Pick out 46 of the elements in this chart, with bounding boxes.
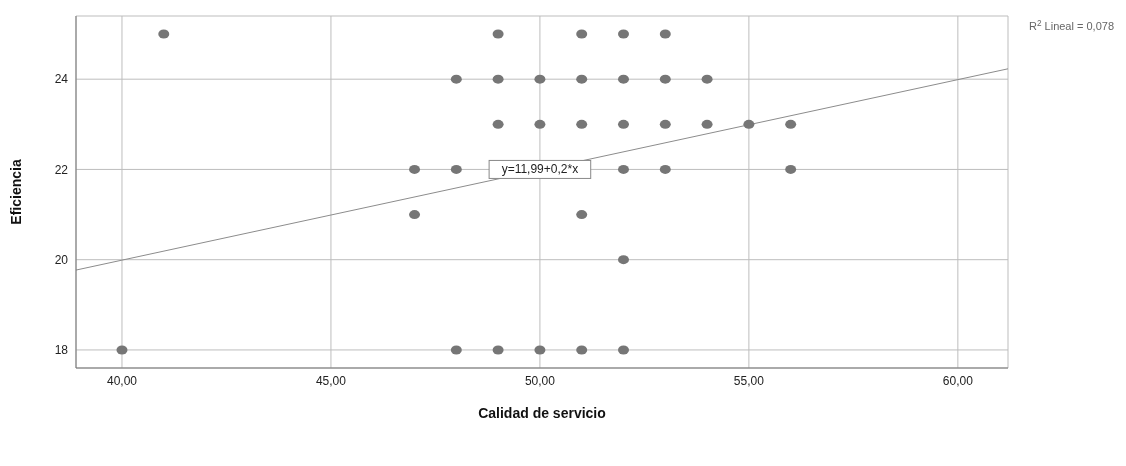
point (576, 29, 588, 39)
point (409, 164, 421, 174)
x-tick-label: 55,00 (733, 373, 765, 388)
point (618, 255, 629, 265)
point (576, 74, 588, 84)
x-axis-title: Calidad de servicio (478, 405, 606, 421)
point (450, 164, 462, 174)
x-tick-label: 40,00 (106, 373, 138, 388)
point (492, 345, 504, 355)
y-axis-title: Eficiencia (7, 159, 24, 225)
point (618, 164, 629, 174)
point (534, 345, 546, 355)
x-tick-label: 50,00 (524, 373, 556, 388)
point (492, 119, 504, 129)
point (659, 164, 671, 174)
y-tick-label: 20 (54, 252, 69, 267)
point (492, 29, 504, 39)
point (576, 119, 588, 129)
point (701, 74, 713, 84)
point (534, 74, 546, 84)
y-tick-label: 22 (54, 162, 69, 177)
x-tick-label: 60,00 (942, 373, 974, 388)
point (450, 74, 462, 84)
point (785, 119, 797, 129)
y-tick-label: 24 (54, 72, 69, 87)
point (618, 74, 629, 84)
point (534, 119, 546, 129)
point (409, 210, 421, 220)
point (158, 29, 170, 39)
point (618, 345, 629, 355)
point (576, 345, 588, 355)
point (743, 119, 755, 129)
point (659, 119, 671, 129)
x-tick-label: 45,00 (315, 373, 347, 388)
point (659, 29, 671, 39)
point (785, 164, 797, 174)
point (659, 74, 671, 84)
point (618, 119, 629, 129)
y-tick-label: 18 (54, 343, 69, 358)
text: R$^{2}$ Lineal = 0,078 (1028, 18, 1114, 32)
point (450, 345, 462, 355)
point (492, 74, 504, 84)
point (618, 29, 629, 39)
annotation: y=11,99+0,2*x (501, 162, 579, 177)
point (576, 210, 588, 220)
point (701, 119, 713, 129)
